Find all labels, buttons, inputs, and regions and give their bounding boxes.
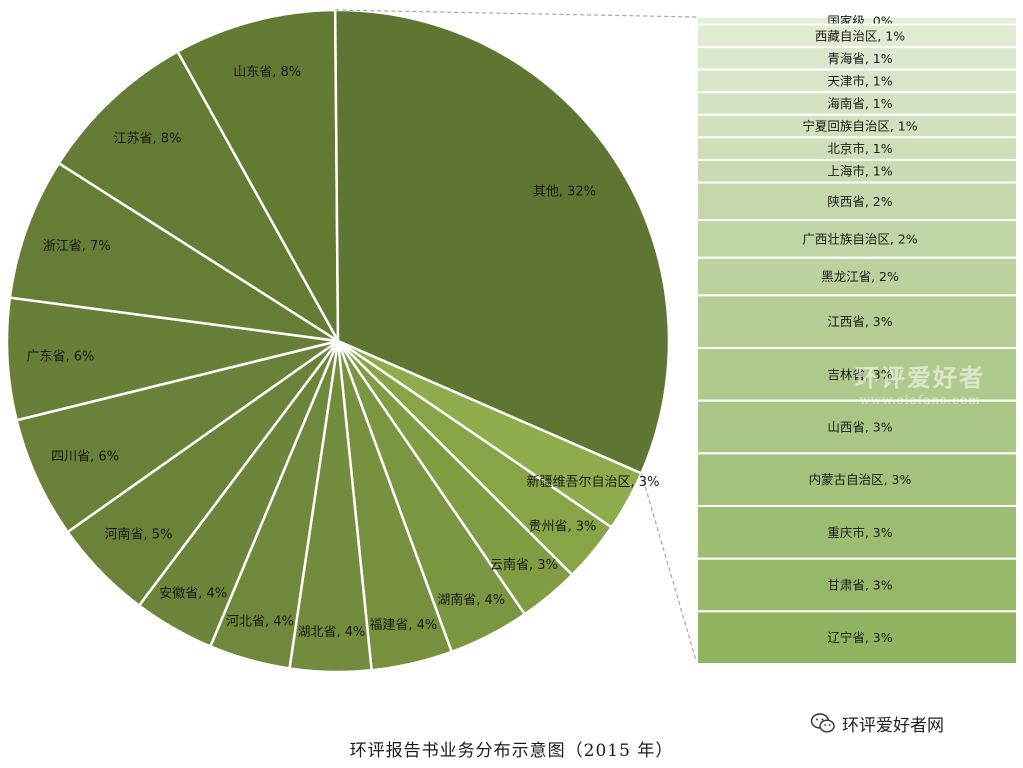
pie-slice-四川省 — [15, 339, 339, 534]
breakdown-segment-辽宁省 — [696, 610, 1018, 666]
breakdown-label-宁夏回族自治区: 宁夏回族自治区, 1% — [802, 119, 917, 134]
breakdown-connectors — [335, 9, 698, 665]
connector-line-bottom — [640, 473, 698, 665]
pie-label-河北省: 河北省, 4% — [226, 615, 294, 630]
breakdown-label-黑龙江省: 黑龙江省, 2% — [821, 269, 899, 284]
pie-label-湖北省: 湖北省, 4% — [297, 625, 365, 640]
pie-label-贵州省: 贵州省, 3% — [528, 520, 596, 535]
pie-label-云南省: 云南省, 3% — [490, 557, 558, 573]
breakdown-bar: 国家级, 0%西藏自治区, 1%青海省, 1%天津市, 1%海南省, 1%宁夏回… — [696, 13, 1018, 666]
pie-label-福建省: 福建省, 4% — [369, 618, 437, 633]
pie-label-湖南省: 湖南省, 4% — [437, 592, 505, 608]
pie-label-江苏省: 江苏省, 8% — [114, 131, 182, 147]
breakdown-label-吉林省: 吉林省, 3% — [827, 367, 892, 382]
breakdown-label-青海省: 青海省, 1% — [827, 51, 892, 66]
breakdown-segment-吉林省 — [696, 347, 1018, 402]
main-pie — [5, 8, 671, 674]
breakdown-label-甘肃省: 甘肃省, 3% — [827, 578, 892, 593]
pie-labels: 山东省, 8% 其他, 32% 新疆维吾尔自治区, 3% 贵州省, 3% 云南省, 3%… — [26, 65, 659, 640]
breakdown-label-重庆市: 重庆市, 3% — [827, 525, 892, 540]
breakdown-label-海南省: 海南省, 1% — [827, 96, 892, 111]
breakdown-label-西藏自治区: 西藏自治区, 1% — [815, 28, 905, 43]
breakdown-label-辽宁省: 辽宁省, 3% — [827, 630, 892, 645]
site-watermark-name: 环评爱好者 — [855, 363, 985, 392]
breakdown-segment-山西省 — [696, 399, 1018, 455]
breakdown-segment-甘肃省 — [696, 557, 1018, 613]
pie-label-新疆维吾尔自治区: 新疆维吾尔自治区, 3% — [527, 474, 660, 490]
breakdown-label-北京市: 北京市, 1% — [827, 141, 892, 156]
pie-label-其他: 其他, 32% — [533, 184, 596, 199]
connector-line-top — [335, 9, 698, 18]
pie-slice-山东省 — [175, 8, 340, 342]
pie-slice-其他 — [333, 8, 671, 476]
breakdown-segment-江西省 — [696, 294, 1018, 350]
pie-label-河南省: 河南省, 5% — [105, 527, 173, 543]
breakdown-label-陕西省: 陕西省, 2% — [827, 194, 892, 209]
pie-label-广东省: 广东省, 6% — [26, 349, 94, 364]
breakdown-label-江西省: 江西省, 3% — [827, 314, 892, 329]
breakdown-label-内蒙古自治区: 内蒙古自治区, 3% — [809, 472, 912, 487]
pie-label-安徽省: 安徽省, 4% — [159, 587, 227, 602]
wechat-icon — [810, 713, 835, 733]
pie-slice-江苏省 — [57, 49, 340, 343]
breakdown-label-广西壮族自治区: 广西壮族自治区, 2% — [802, 231, 917, 246]
pie-label-浙江省: 浙江省, 7% — [43, 239, 111, 254]
pie-label-山东省: 山东省, 8% — [233, 65, 301, 80]
pie-slice-广东省 — [5, 296, 339, 422]
breakdown-segment-广西壮族自治区 — [696, 219, 1018, 259]
breakdown-label-天津市: 天津市, 1% — [827, 73, 892, 88]
brand-watermark: 环评爱好者网 — [810, 708, 944, 738]
brand-watermark-text: 环评爱好者网 — [842, 715, 944, 736]
breakdown-segment-重庆市 — [696, 505, 1018, 560]
breakdown-segment-黑龙江省 — [696, 256, 1018, 297]
pie-label-四川省: 四川省, 6% — [51, 450, 119, 465]
breakdown-label-山西省: 山西省, 3% — [827, 420, 892, 435]
pie-slice-浙江省 — [8, 161, 339, 343]
chart-caption: 环评报告书业务分布示意图（2015 年） — [349, 741, 674, 761]
site-watermark-url: www.eiafans.com — [859, 393, 981, 407]
site-watermark: 环评爱好者 www.eiafans.com — [820, 358, 1020, 407]
breakdown-label-上海市: 上海市, 1% — [827, 164, 892, 179]
